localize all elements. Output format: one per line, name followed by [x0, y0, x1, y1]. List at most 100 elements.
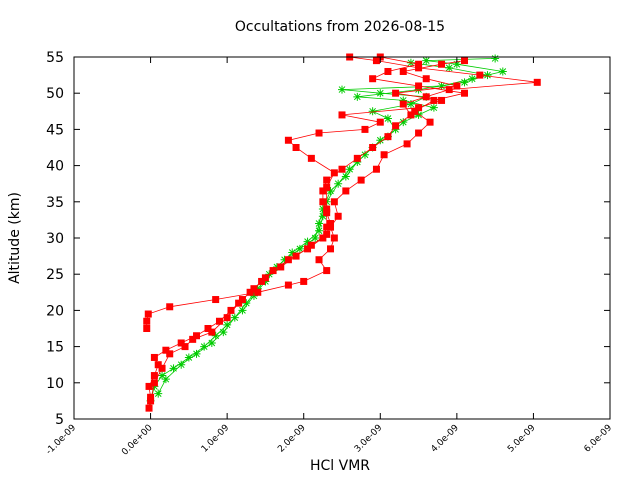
- data-point: [235, 299, 243, 307]
- data-point: [438, 60, 446, 68]
- y-tick-label: 5: [55, 412, 64, 428]
- data-point: [292, 144, 300, 151]
- data-point: [211, 331, 220, 340]
- data-point: [230, 313, 239, 322]
- x-tick-label: 1.0e-09: [200, 423, 232, 455]
- series-line: [146, 56, 465, 329]
- data-point: [147, 393, 155, 401]
- data-point: [414, 110, 423, 119]
- data-point: [150, 372, 158, 380]
- series-line: [150, 60, 465, 401]
- data-point: [166, 350, 174, 358]
- data-point: [422, 56, 431, 65]
- data-point: [311, 234, 320, 242]
- data-point: [338, 165, 346, 173]
- series-2: [145, 53, 541, 412]
- data-point: [307, 241, 315, 249]
- data-point: [414, 85, 423, 94]
- data-point: [476, 71, 484, 79]
- data-point: [169, 364, 178, 373]
- data-point: [246, 288, 254, 296]
- y-tick-label: 30: [46, 231, 64, 247]
- data-point: [422, 93, 430, 101]
- x-tick-label: 4.0e-09: [429, 423, 461, 455]
- data-point: [415, 129, 423, 137]
- data-point: [445, 86, 453, 94]
- data-point: [147, 397, 155, 405]
- data-point: [429, 103, 438, 112]
- data-point: [303, 237, 312, 246]
- data-point: [204, 325, 212, 332]
- data-point: [304, 245, 312, 253]
- data-point: [284, 256, 292, 264]
- data-point: [295, 244, 304, 253]
- data-point: [288, 248, 297, 257]
- data-point: [192, 349, 201, 358]
- data-point: [353, 154, 361, 162]
- data-point: [415, 60, 423, 68]
- data-point: [384, 67, 392, 75]
- data-point: [238, 306, 247, 315]
- x-axis-label: HCl VMR: [310, 458, 370, 474]
- data-point: [461, 89, 469, 97]
- data-point: [319, 198, 327, 206]
- data-point: [150, 353, 158, 361]
- data-point: [445, 63, 454, 72]
- data-point: [483, 71, 492, 80]
- chart-title: Occultations from 2026-08-15: [235, 19, 445, 35]
- data-point: [280, 255, 289, 264]
- data-point: [177, 339, 185, 347]
- data-point: [277, 263, 285, 271]
- data-point: [326, 186, 335, 195]
- data-point: [327, 245, 335, 253]
- y-tick-label: 35: [46, 195, 64, 211]
- data-point: [144, 310, 152, 318]
- x-tick-label: 6.0e-09: [583, 423, 615, 455]
- data-point: [330, 234, 338, 242]
- data-point: [330, 198, 338, 206]
- data-point: [161, 375, 170, 384]
- data-point: [166, 303, 174, 311]
- data-point: [323, 205, 331, 213]
- data-point: [315, 129, 323, 137]
- data-point: [212, 296, 220, 304]
- data-point: [323, 267, 331, 275]
- data-point: [145, 404, 153, 412]
- data-point: [353, 92, 362, 101]
- data-point: [150, 382, 159, 391]
- data-point: [323, 176, 331, 184]
- data-point: [533, 78, 541, 86]
- data-point: [415, 104, 423, 112]
- data-point: [342, 187, 350, 195]
- series-line: [148, 56, 538, 409]
- data-point: [361, 125, 369, 133]
- data-point: [323, 230, 331, 238]
- data-point: [284, 281, 292, 289]
- data-point: [145, 382, 153, 390]
- x-tick-label: 5.0e-09: [506, 423, 538, 455]
- data-point: [269, 267, 277, 275]
- data-point: [261, 277, 270, 286]
- data-point: [376, 136, 385, 145]
- data-point: [406, 100, 415, 109]
- data-point: [215, 317, 223, 325]
- data-point: [380, 151, 388, 159]
- data-point: [327, 220, 335, 228]
- data-point: [154, 389, 163, 398]
- data-point: [177, 360, 186, 369]
- data-point: [368, 107, 377, 116]
- data-point: [143, 325, 151, 332]
- data-point: [327, 223, 335, 231]
- data-point: [338, 85, 346, 94]
- data-point: [162, 346, 170, 354]
- data-point: [460, 78, 469, 87]
- data-point: [318, 205, 327, 214]
- y-tick-label: 55: [46, 50, 64, 66]
- data-point: [181, 343, 189, 351]
- data-point: [330, 169, 338, 177]
- data-point: [227, 306, 235, 314]
- data-point: [353, 157, 362, 166]
- data-point: [323, 183, 331, 191]
- data-point: [253, 284, 262, 293]
- data-point: [150, 379, 158, 387]
